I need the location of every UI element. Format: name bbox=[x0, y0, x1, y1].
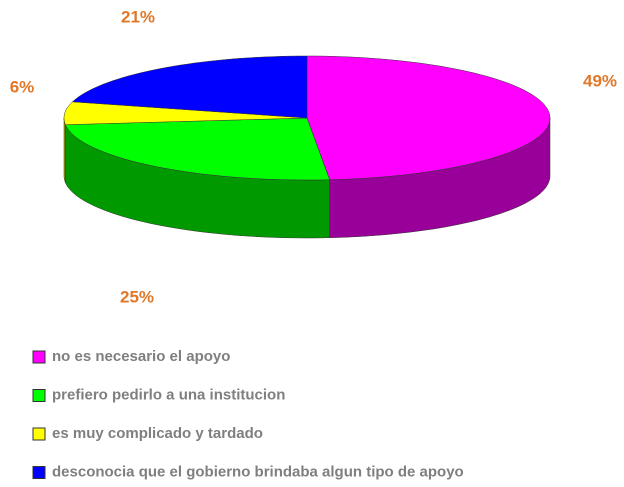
data-label: 25% bbox=[120, 287, 154, 306]
pie-slice bbox=[71, 55, 308, 119]
legend-swatch bbox=[32, 389, 46, 402]
legend-swatch bbox=[32, 427, 46, 441]
legend-label: es muy complicado y tardado bbox=[52, 425, 263, 442]
legend-label: desconocia que el gobierno brindaba algu… bbox=[52, 463, 464, 480]
legend-label: prefiero pedirlo a una institucion bbox=[52, 386, 285, 403]
legend-swatch bbox=[32, 350, 46, 364]
pie-slice bbox=[306, 55, 551, 180]
data-label: 6% bbox=[10, 77, 35, 96]
pie-slice bbox=[65, 117, 330, 181]
data-label: 49% bbox=[583, 71, 617, 90]
data-label: 21% bbox=[121, 7, 155, 26]
legend-swatch bbox=[32, 466, 46, 479]
pie-side bbox=[63, 117, 66, 183]
pie-slice bbox=[63, 101, 308, 125]
legend-label: no es necesario el apoyo bbox=[52, 348, 230, 365]
